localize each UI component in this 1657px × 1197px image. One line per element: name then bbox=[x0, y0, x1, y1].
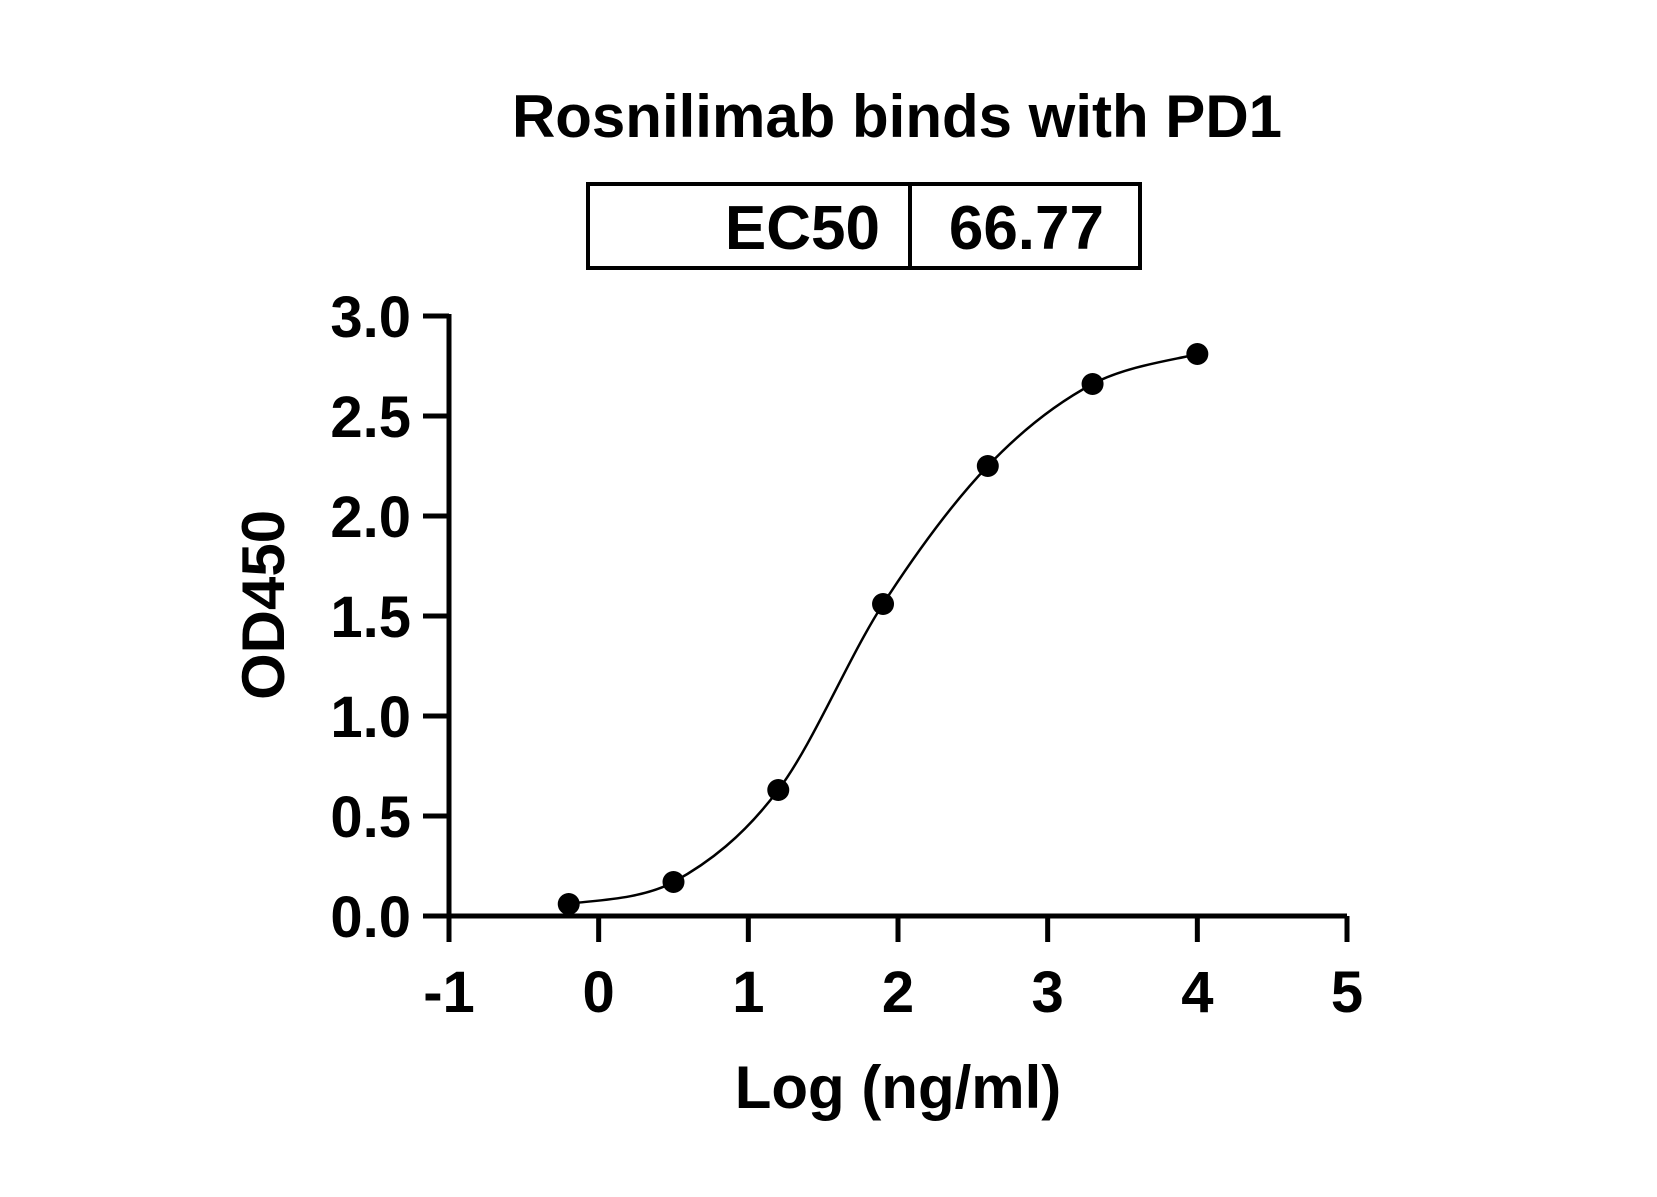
y-tick-label: 3.0 bbox=[330, 285, 411, 350]
x-tick-label: 5 bbox=[1331, 960, 1363, 1025]
x-tick-label: 0 bbox=[583, 960, 615, 1025]
data-point bbox=[767, 779, 790, 801]
x-tick-label: 1 bbox=[732, 960, 764, 1025]
data-point bbox=[976, 455, 999, 477]
y-tick-label: 0.5 bbox=[330, 785, 411, 850]
y-tick-label: 2.0 bbox=[330, 485, 411, 550]
fit-curve bbox=[568, 352, 1198, 906]
ec50-table-border bbox=[586, 182, 1142, 270]
y-tick-label: 1.0 bbox=[330, 685, 411, 750]
y-tick-label: 1.5 bbox=[330, 585, 411, 650]
data-point bbox=[1186, 343, 1209, 365]
data-points bbox=[557, 343, 1209, 915]
axes bbox=[446, 314, 1347, 919]
x-tick-label: 3 bbox=[1032, 960, 1064, 1025]
data-point bbox=[557, 893, 580, 915]
x-tick-label: 4 bbox=[1181, 960, 1213, 1025]
data-point bbox=[662, 871, 685, 893]
x-tick-label: 2 bbox=[882, 960, 914, 1025]
y-tick-label: 0.0 bbox=[330, 885, 411, 950]
x-axis-label: Log (ng/ml) bbox=[735, 1054, 1062, 1121]
y-tick-label: 2.5 bbox=[330, 385, 411, 450]
ec50-value: 66.77 bbox=[949, 194, 1104, 263]
ec50-label: EC50 bbox=[725, 194, 880, 263]
data-point bbox=[1081, 373, 1104, 395]
y-axis-label: OD450 bbox=[230, 510, 297, 700]
chart-title: Rosnilimab binds with PD1 bbox=[512, 83, 1282, 150]
x-axis-ticks: -1 0 1 2 3 4 5 bbox=[423, 916, 1363, 1025]
ec50-table: EC50 66.77 bbox=[586, 182, 1142, 270]
x-tick-label: -1 bbox=[423, 960, 475, 1025]
y-axis-ticks: 0.0 0.5 1.0 1.5 2.0 2.5 3.0 bbox=[330, 285, 449, 950]
data-point bbox=[872, 593, 895, 615]
